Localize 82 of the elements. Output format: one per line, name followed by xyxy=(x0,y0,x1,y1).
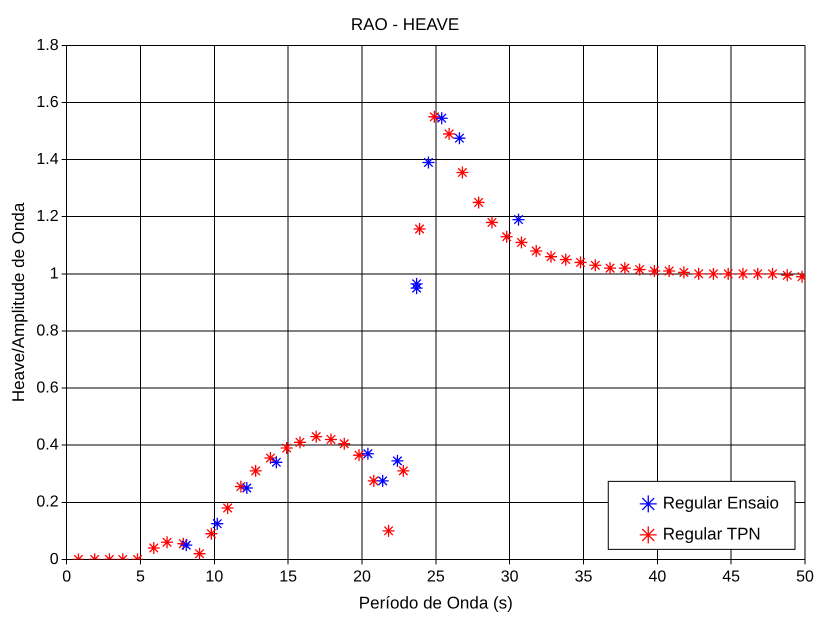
point xyxy=(472,196,486,210)
x-tick-label: 50 xyxy=(796,568,814,586)
point xyxy=(442,127,456,141)
y-tick-label: 0.2 xyxy=(36,494,59,511)
y-tick-label: 1 xyxy=(50,265,59,282)
point xyxy=(412,222,426,236)
point xyxy=(264,451,278,465)
point xyxy=(422,156,436,170)
y-tick-label: 1.4 xyxy=(36,151,59,168)
point xyxy=(766,267,780,280)
legend-label: Regular TPN xyxy=(662,524,761,544)
point xyxy=(180,538,193,552)
point xyxy=(706,267,720,280)
point xyxy=(428,110,441,124)
point xyxy=(367,474,380,488)
point xyxy=(692,267,706,280)
point xyxy=(544,250,558,264)
point xyxy=(270,456,283,469)
point xyxy=(210,517,224,530)
y-tick-label: 0.6 xyxy=(36,379,59,396)
point xyxy=(751,267,764,280)
point xyxy=(632,262,646,276)
point xyxy=(240,481,254,495)
y-tick-label: 1.2 xyxy=(36,208,59,226)
point xyxy=(603,261,617,275)
point xyxy=(280,441,294,455)
point xyxy=(192,547,206,560)
x-tick-label: 45 xyxy=(722,568,740,586)
point xyxy=(574,256,588,270)
point xyxy=(618,261,632,275)
point xyxy=(204,527,218,540)
y-tick-label: 0 xyxy=(50,550,59,568)
x-tick-label: 10 xyxy=(205,568,224,586)
point xyxy=(662,264,676,278)
point xyxy=(338,437,351,450)
point xyxy=(324,432,338,446)
point xyxy=(352,448,366,462)
point xyxy=(382,524,396,538)
point xyxy=(234,480,248,494)
x-axis-title: Período de Onda (s) xyxy=(358,593,513,612)
y-tick-label: 1.6 xyxy=(36,94,59,111)
legend-label: Regular Ensaio xyxy=(662,494,780,513)
point xyxy=(736,267,750,280)
point xyxy=(485,216,499,230)
point xyxy=(588,258,602,272)
y-tick-label: 1.8 xyxy=(36,36,59,54)
point xyxy=(677,266,691,280)
y-axis-title: Heave/Amplitude de Onda xyxy=(8,202,28,402)
point xyxy=(530,244,543,258)
x-tick-label: 0 xyxy=(62,568,72,586)
x-tick-label: 35 xyxy=(574,568,592,586)
point xyxy=(452,132,466,145)
point xyxy=(500,230,514,244)
point xyxy=(361,447,375,460)
x-tick-label: 20 xyxy=(353,568,371,586)
x-tick-label: 30 xyxy=(500,568,519,586)
point xyxy=(722,267,735,280)
y-tick-label: 0.8 xyxy=(36,322,59,340)
point xyxy=(435,112,448,125)
point xyxy=(220,501,234,515)
point xyxy=(396,464,410,478)
point xyxy=(147,541,160,555)
y-tick-label: 0.4 xyxy=(36,436,59,454)
x-tick-label: 5 xyxy=(136,568,146,586)
point xyxy=(176,537,190,550)
point xyxy=(390,454,404,468)
point xyxy=(410,281,424,295)
point xyxy=(456,166,470,180)
point xyxy=(648,264,662,278)
point xyxy=(249,464,262,478)
point xyxy=(512,212,526,226)
x-tick-label: 15 xyxy=(279,568,298,586)
x-tick-label: 40 xyxy=(648,568,666,586)
point xyxy=(310,430,323,444)
point xyxy=(514,236,528,250)
point xyxy=(293,436,307,449)
point xyxy=(559,252,572,266)
point xyxy=(780,268,794,282)
chart-title: RAO - HEAVE xyxy=(350,14,460,34)
point xyxy=(376,474,390,488)
x-tick-label: 25 xyxy=(426,568,445,586)
point xyxy=(160,536,174,549)
